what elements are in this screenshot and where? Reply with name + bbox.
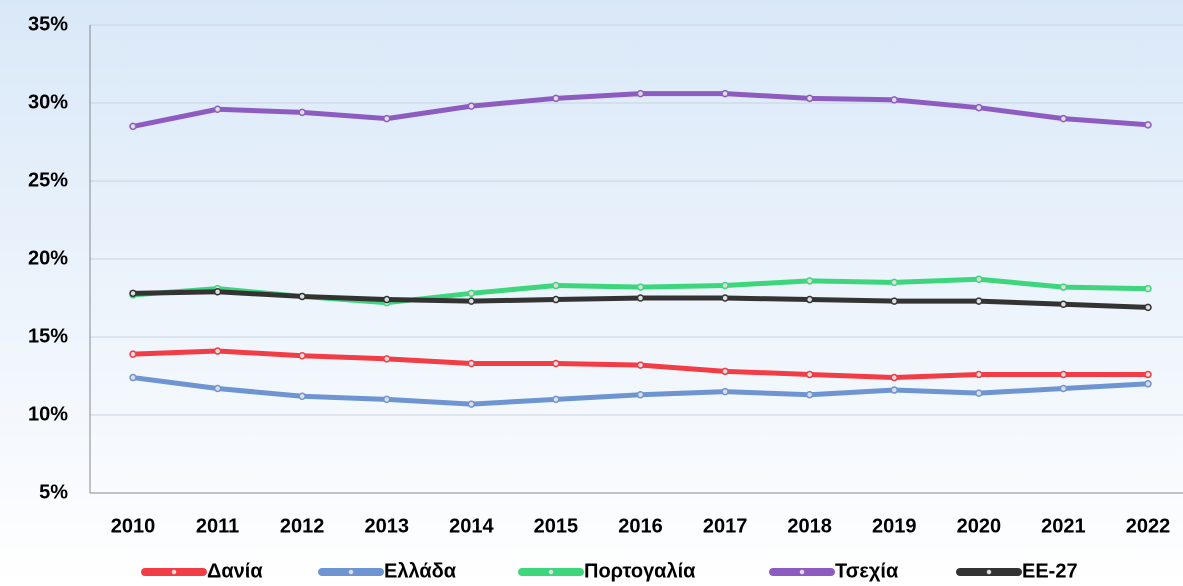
point-marker: [636, 294, 645, 302]
x-tick-label: 2017: [703, 515, 748, 537]
point-marker: [298, 351, 306, 360]
point-marker: [1144, 303, 1152, 312]
x-tick-label: 2015: [534, 515, 579, 537]
point-marker: [805, 295, 814, 304]
legend-label: Δανία: [207, 560, 263, 582]
point-marker: [636, 361, 645, 369]
legend-marker: [347, 568, 355, 576]
point-marker: [213, 347, 222, 355]
x-tick-label: 2021: [1041, 515, 1086, 537]
point-marker: [805, 277, 814, 285]
x-tick-label: 2014: [449, 515, 494, 537]
legend-marker: [798, 568, 806, 576]
y-tick-label: 30%: [28, 91, 68, 113]
point-marker: [890, 386, 898, 394]
legend-label: Ελλάδα: [384, 560, 457, 582]
x-tick-label: 2010: [111, 515, 156, 537]
point-marker: [1144, 370, 1152, 379]
x-tick-label: 2016: [618, 515, 663, 537]
point-marker: [721, 89, 729, 98]
point-marker: [552, 395, 560, 404]
point-marker: [298, 392, 306, 401]
legend-marker: [547, 568, 555, 576]
point-marker: [298, 108, 306, 117]
y-tick-label: 5%: [39, 481, 68, 503]
x-tick-label: 2011: [196, 515, 239, 537]
y-tick-label: 15%: [28, 325, 68, 347]
point-marker: [383, 355, 391, 363]
point-marker: [1059, 300, 1068, 308]
point-marker: [1144, 284, 1152, 293]
point-marker: [890, 297, 898, 305]
point-marker: [975, 297, 983, 305]
point-marker: [805, 390, 814, 399]
point-marker: [213, 384, 222, 393]
x-tick-label: 2012: [280, 515, 325, 537]
point-marker: [975, 275, 983, 284]
point-marker: [1059, 114, 1068, 123]
point-marker: [890, 278, 898, 287]
point-marker: [129, 122, 137, 131]
point-marker: [383, 114, 391, 123]
y-tick-label: 25%: [28, 169, 68, 191]
point-marker: [213, 288, 222, 296]
y-tick-label: 35%: [28, 13, 68, 35]
point-marker: [1144, 380, 1152, 388]
point-marker: [129, 373, 137, 382]
point-marker: [975, 103, 983, 112]
x-tick-label: 2013: [365, 515, 410, 537]
point-marker: [975, 370, 983, 379]
point-marker: [1059, 283, 1068, 291]
point-marker: [721, 387, 729, 396]
point-marker: [129, 289, 137, 298]
point-marker: [721, 294, 729, 302]
x-tick-label: 2020: [957, 515, 1002, 537]
point-marker: [975, 389, 983, 397]
point-marker: [552, 359, 560, 368]
point-marker: [636, 283, 645, 291]
point-marker: [1059, 384, 1068, 393]
legend-label: Τσεχία: [835, 560, 899, 582]
point-marker: [890, 96, 898, 104]
point-marker: [129, 350, 137, 358]
point-marker: [298, 292, 306, 301]
legend-label: Πορτογαλία: [584, 560, 696, 582]
point-marker: [636, 89, 645, 98]
y-tick-label: 10%: [28, 403, 68, 425]
x-tick-label: 2022: [1126, 515, 1171, 537]
point-marker: [1059, 370, 1068, 379]
point-marker: [636, 390, 645, 399]
legend-marker: [170, 568, 178, 576]
point-marker: [213, 105, 222, 113]
point-marker: [552, 295, 560, 304]
point-marker: [552, 94, 560, 103]
legend-marker: [985, 568, 993, 576]
point-marker: [805, 94, 814, 103]
point-marker: [890, 373, 898, 382]
point-marker: [721, 367, 729, 376]
point-marker: [383, 395, 391, 404]
point-marker: [467, 359, 476, 368]
point-marker: [383, 295, 391, 304]
point-marker: [805, 370, 814, 379]
point-marker: [467, 400, 476, 408]
point-marker: [1144, 121, 1152, 129]
y-tick-label: 20%: [28, 247, 68, 269]
point-marker: [467, 102, 476, 110]
point-marker: [467, 289, 476, 298]
x-tick-label: 2018: [787, 515, 832, 537]
point-marker: [552, 281, 560, 290]
legend-label: ΕΕ-27: [1022, 560, 1078, 582]
point-marker: [467, 297, 476, 305]
point-marker: [721, 281, 729, 290]
x-tick-label: 2019: [872, 515, 917, 537]
